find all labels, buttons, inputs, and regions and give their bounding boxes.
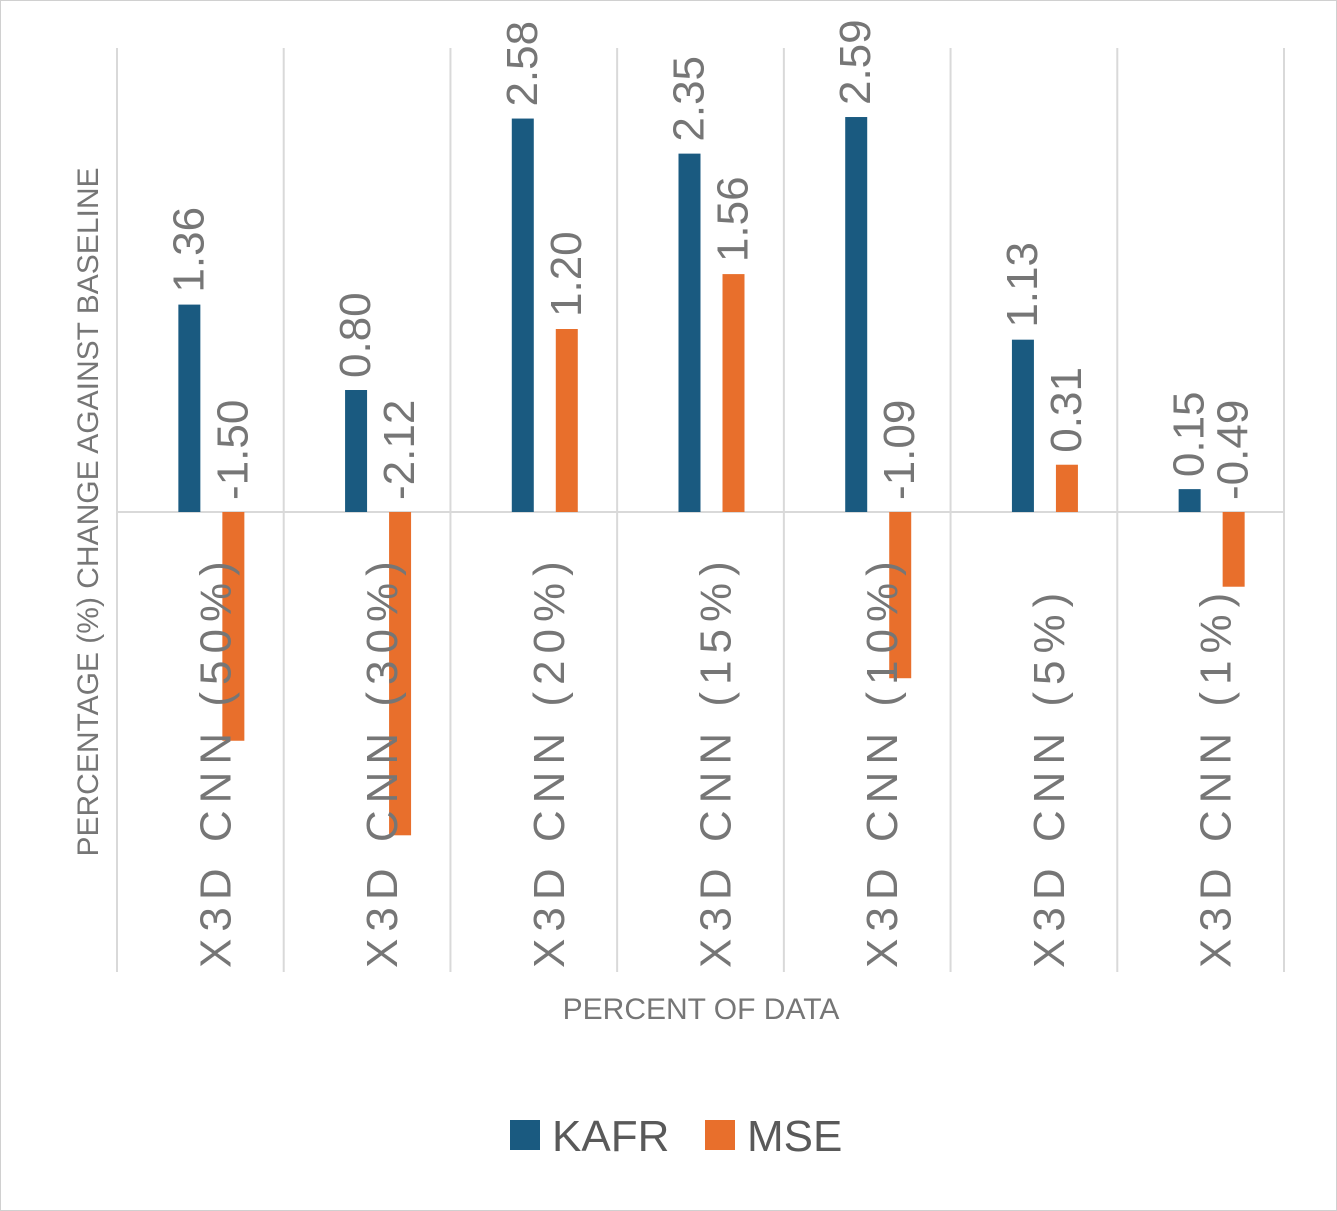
legend-swatch-kafr (510, 1120, 540, 1150)
bar-kafr-7 (1178, 489, 1201, 512)
legend: KAFR MSE (510, 1112, 842, 1161)
category-label-7: X3D CNN (1%) (1192, 586, 1241, 968)
bar-kafr-2 (345, 390, 368, 512)
legend-swatch-mse (705, 1120, 735, 1150)
category-label-4: X3D CNN (15%) (692, 554, 741, 968)
y-axis-title: PERCENTAGE (%) CHANGE AGAINST BASELINE (72, 167, 105, 856)
value-label-kafr-3: 2.58 (498, 21, 547, 107)
bar-kafr-4 (678, 153, 701, 512)
bar-mse-2 (389, 512, 412, 836)
value-label-mse-5: -1.09 (875, 400, 924, 500)
bar-mse-5 (889, 512, 912, 679)
bar-mse-6 (1055, 464, 1078, 512)
x-axis-title: PERCENT OF DATA (563, 993, 840, 1026)
bar-mse-4 (722, 274, 745, 512)
bar-mse-3 (555, 329, 578, 512)
bar-kafr-6 (1011, 339, 1034, 512)
value-label-mse-1: -1.50 (208, 400, 257, 500)
value-label-kafr-6: 1.13 (998, 242, 1047, 328)
value-label-mse-7: -0.49 (1209, 400, 1258, 500)
value-label-mse-6: 0.31 (1042, 367, 1091, 453)
value-label-kafr-7: 0.15 (1165, 391, 1214, 477)
value-label-kafr-1: 1.36 (164, 207, 213, 293)
bar-mse-1 (222, 512, 245, 741)
value-label-kafr-4: 2.35 (665, 56, 714, 142)
category-labels: X3D CNN (50%) X3D CNN (30%) X3D CNN (20%) X… (191, 554, 1240, 968)
bar-mse-7 (1222, 512, 1245, 587)
category-label-6: X3D CNN (5%) (1025, 586, 1074, 968)
value-label-kafr-5: 2.59 (831, 19, 880, 105)
category-label-5: X3D CNN (10%) (858, 554, 907, 968)
category-label-3: X3D CNN (20%) (525, 554, 574, 968)
bar-kafr-1 (178, 304, 201, 512)
gridlines (116, 48, 1285, 972)
legend-label-mse: MSE (747, 1112, 842, 1161)
bar-kafr-3 (511, 118, 534, 513)
category-label-2: X3D CNN (30%) (358, 554, 407, 968)
bars (178, 117, 1245, 836)
bar-kafr-5 (845, 117, 868, 513)
value-labels: 1.36 -1.50 0.80 -2.12 2.58 1.20 2.35 1.56 2.59 -1… (164, 19, 1257, 500)
value-label-mse-3: 1.20 (542, 231, 591, 317)
category-label-1: X3D CNN (50%) (191, 554, 240, 968)
value-label-kafr-2: 0.80 (331, 292, 380, 378)
legend-label-kafr: KAFR (552, 1112, 669, 1161)
value-label-mse-2: -2.12 (375, 400, 424, 500)
value-label-mse-4: 1.56 (709, 176, 758, 262)
